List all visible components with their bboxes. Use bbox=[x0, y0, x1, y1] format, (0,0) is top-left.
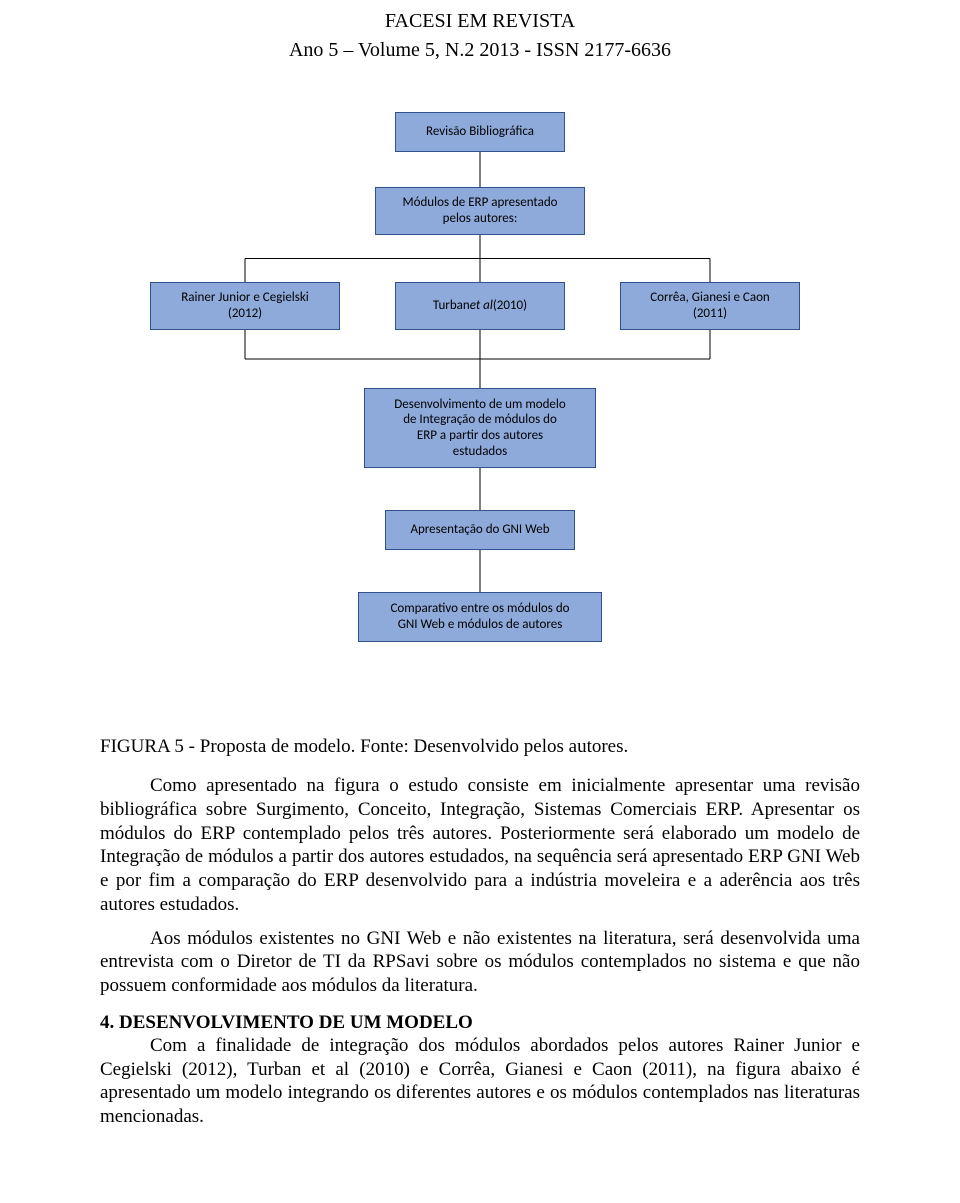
flowchart-node: Corrêa, Gianesi e Caon(2011) bbox=[620, 282, 800, 330]
flowchart-node: Módulos de ERP apresentadopelos autores: bbox=[375, 187, 585, 235]
section-body: Com a finalidade de integração dos módul… bbox=[100, 1034, 860, 1129]
flowchart: Revisão Bibliográfica Módulos de ERP apre… bbox=[140, 92, 820, 722]
page: FACESI EM REVISTA Ano 5 – Volume 5, N.2 … bbox=[0, 0, 960, 1169]
section: 4. DESENVOLVIMENTO DE UM MODELO Com a fi… bbox=[100, 1012, 860, 1129]
section-title: 4. DESENVOLVIMENTO DE UM MODELO bbox=[100, 1012, 860, 1034]
page-header: FACESI EM REVISTA Ano 5 – Volume 5, N.2 … bbox=[100, 10, 860, 62]
figure-caption: FIGURA 5 - Proposta de modelo. Fonte: De… bbox=[100, 736, 860, 758]
header-title: FACESI EM REVISTA bbox=[100, 10, 860, 33]
flowchart-node: Comparativo entre os módulos doGNI Web e… bbox=[358, 592, 602, 642]
paragraph-2: Aos módulos existentes no GNI Web e não … bbox=[100, 927, 860, 998]
flowchart-node: Desenvolvimento de um modelode Integraçã… bbox=[364, 388, 596, 468]
header-subtitle: Ano 5 – Volume 5, N.2 2013 - ISSN 2177-6… bbox=[100, 39, 860, 62]
flowchart-node: Revisão Bibliográfica bbox=[395, 112, 565, 152]
flowchart-node: Rainer Junior e Cegielski(2012) bbox=[150, 282, 340, 330]
paragraph-1: Como apresentado na figura o estudo cons… bbox=[100, 774, 860, 917]
flowchart-node: Turban et al (2010) bbox=[395, 282, 565, 330]
flowchart-node: Apresentação do GNI Web bbox=[385, 510, 575, 550]
